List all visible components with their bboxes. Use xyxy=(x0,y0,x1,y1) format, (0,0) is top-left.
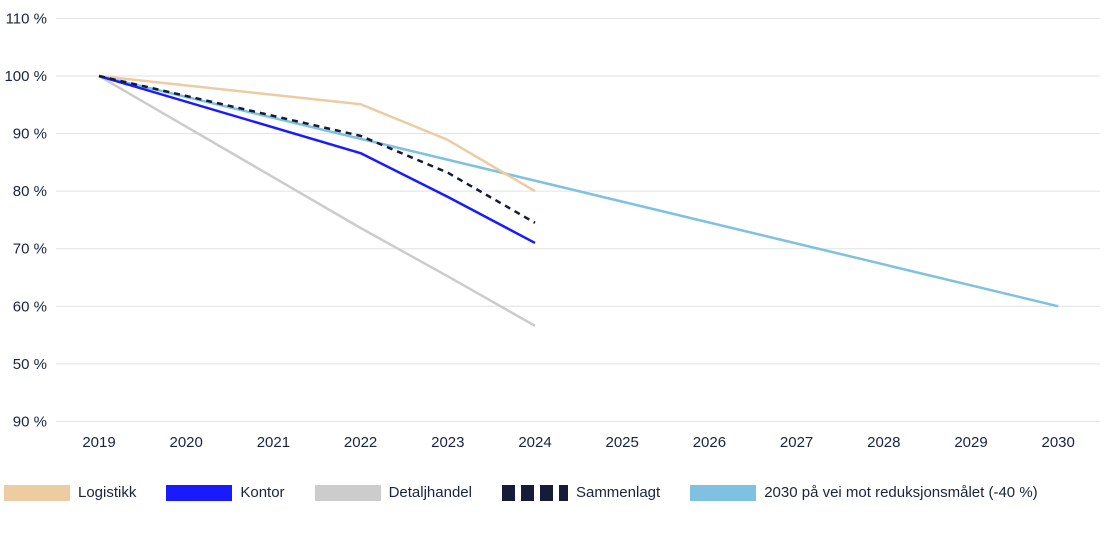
legend-item: Detaljhandel xyxy=(314,484,472,501)
legend-label: Logistikk xyxy=(78,484,137,501)
legend-swatch xyxy=(501,484,568,501)
line-chart: 110 % 100 % 90 % 80 % 70 % 60 % 50 % 90 % 2019 20… xyxy=(4,10,1100,451)
x-tick-label: 2022 xyxy=(344,434,377,451)
x-tick-label: 2026 xyxy=(693,434,726,451)
series-line-sammenlagt xyxy=(98,74,536,224)
legend-item: Logistikk xyxy=(4,484,136,501)
y-tick-label: 70 % xyxy=(13,241,47,258)
y-tick-label: 110 % xyxy=(6,10,47,27)
y-tick-label: 80 % xyxy=(13,183,47,200)
x-tick-label: 2025 xyxy=(606,434,639,451)
y-tick-label: 90 % xyxy=(13,126,47,143)
legend-label: Kontor xyxy=(240,484,285,501)
legend-item: Sammenlagt xyxy=(501,484,661,501)
x-tick-label: 2020 xyxy=(170,434,203,451)
x-tick-label: 2028 xyxy=(867,434,900,451)
legend-label: 2030 på vei mot reduksjonsmålet (-40 %) xyxy=(764,484,1038,501)
legend-swatch xyxy=(314,484,381,501)
y-tick-label: 50 % xyxy=(13,356,47,373)
series-line-kontor xyxy=(98,74,536,245)
series-line-logistikk xyxy=(98,74,536,193)
y-tick-label: 60 % xyxy=(13,298,47,315)
y-tick-label: 100 % xyxy=(4,68,47,85)
series-line-detaljhandel xyxy=(98,74,536,327)
x-tick-label: 2024 xyxy=(518,434,551,451)
legend-item: Kontor xyxy=(166,484,285,501)
x-tick-label: 2030 xyxy=(1042,434,1075,451)
legend-swatch xyxy=(4,484,70,501)
legend-item: 2030 på vei mot reduksjonsmålet (-40 %) xyxy=(690,484,1038,501)
x-tick-label: 2021 xyxy=(257,434,290,451)
series-line-2030 xyxy=(98,74,1059,308)
legend-label: Detaljhandel xyxy=(388,484,472,501)
x-tick-label: 2027 xyxy=(780,434,813,451)
legend-swatch xyxy=(690,484,757,501)
y-tick-label: 90 % xyxy=(13,413,47,430)
legend: Logistikk Kontor Detaljhandel Sammenlagt 203… xyxy=(4,484,1068,501)
x-tick-label: 2019 xyxy=(82,434,115,451)
legend-label: Sammenlagt xyxy=(575,484,661,501)
legend-swatch xyxy=(166,484,233,501)
x-tick-label: 2023 xyxy=(431,434,464,451)
x-tick-label: 2029 xyxy=(954,434,987,451)
